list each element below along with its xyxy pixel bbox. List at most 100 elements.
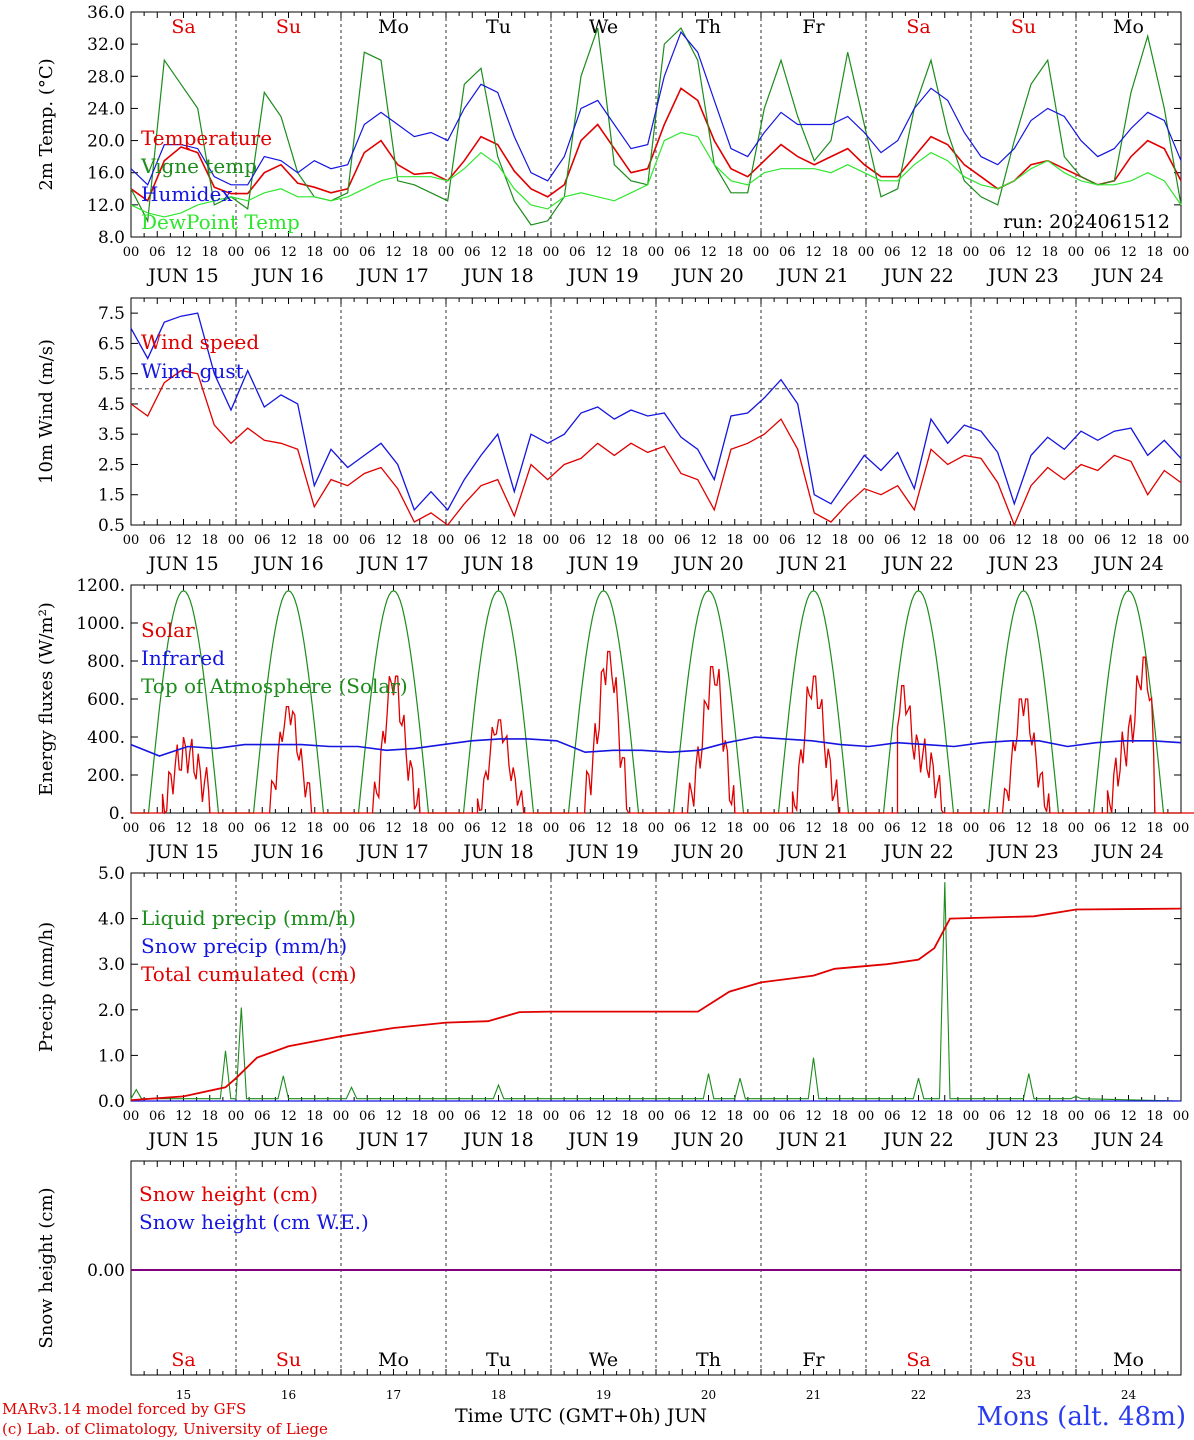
hour-label: 00: [648, 245, 665, 260]
hour-label: 00: [858, 245, 875, 260]
hour-label: 12: [595, 245, 612, 260]
y-tick-label: 7.5: [98, 304, 125, 324]
hour-label: 06: [884, 1109, 901, 1124]
day-number: 19: [596, 1388, 611, 1402]
hour-label: 12: [700, 1109, 717, 1124]
hour-label: 00: [438, 1109, 455, 1124]
hour-label: 18: [936, 1109, 953, 1124]
y-tick-label: 4.5: [98, 395, 125, 415]
hour-label: 12: [175, 245, 192, 260]
legend-entry: DewPoint Temp: [141, 210, 300, 234]
series-line-solar: [131, 650, 1194, 815]
hour-label: 06: [254, 245, 271, 260]
hour-label: 00: [228, 1109, 245, 1124]
hour-label: 06: [884, 821, 901, 836]
hour-label: 00: [543, 245, 560, 260]
hour-label: 00: [123, 245, 140, 260]
hour-label: 00: [1068, 533, 1085, 548]
hour-label: 00: [648, 821, 665, 836]
run-annotation: run: 2024061512: [1003, 211, 1170, 233]
hour-label: 00: [333, 1109, 350, 1124]
date-label: JUN 24: [1091, 841, 1163, 863]
y-tick-label: 24.0: [87, 99, 125, 119]
series-line-1: [130, 369, 1182, 527]
hour-label: 18: [621, 245, 638, 260]
hour-label: 00: [333, 533, 350, 548]
y-tick-label: 12.0: [87, 196, 125, 216]
hour-label: 12: [1120, 821, 1137, 836]
day-abbr: Sa: [906, 16, 930, 38]
hour-label: 00: [333, 245, 350, 260]
model-credit: MARv3.14 model forced by GFS: [2, 1400, 247, 1418]
hour-label: 18: [621, 1109, 638, 1124]
day-abbr: We: [589, 16, 618, 38]
plot-frame: [130, 11, 1182, 238]
day-abbr: Su: [276, 16, 301, 38]
hour-label: 06: [359, 821, 376, 836]
hour-label: 06: [989, 245, 1006, 260]
hour-label: 00: [438, 245, 455, 260]
y-tick-label: 3.0: [98, 955, 125, 975]
hour-label: 00: [123, 533, 140, 548]
day-number: 18: [491, 1388, 506, 1402]
date-label: JUN 24: [1091, 553, 1163, 575]
day-number: 23: [1016, 1388, 1031, 1402]
hour-label: 06: [359, 1109, 376, 1124]
y-tick-label: 5.0: [98, 864, 125, 884]
hour-label: 06: [1094, 533, 1111, 548]
hour-label: 00: [648, 533, 665, 548]
hour-label: 12: [1120, 245, 1137, 260]
date-label: JUN 24: [1091, 1129, 1163, 1151]
date-label: JUN 16: [251, 553, 323, 575]
y-tick-label: 16.0: [87, 164, 125, 184]
hour-label: 06: [149, 533, 166, 548]
date-label: JUN 21: [776, 265, 848, 287]
hour-label: 00: [963, 1109, 980, 1124]
day-number: 17: [386, 1388, 401, 1402]
hour-label: 00: [228, 533, 245, 548]
date-label: JUN 16: [251, 1129, 323, 1151]
hour-label: 18: [831, 245, 848, 260]
y-tick-label: 36.0: [87, 3, 125, 23]
hour-label: 06: [1094, 1109, 1111, 1124]
hour-label: 18: [1041, 245, 1058, 260]
hour-label: 00: [1173, 821, 1190, 836]
hour-label: 00: [858, 821, 875, 836]
hour-label: 12: [175, 1109, 192, 1124]
hour-label: 00: [753, 533, 770, 548]
date-label: JUN 18: [461, 1129, 533, 1151]
date-label: JUN 20: [671, 265, 743, 287]
hour-label: 18: [1041, 821, 1058, 836]
hour-label: 18: [831, 533, 848, 548]
day-abbr: Su: [276, 1349, 301, 1371]
y-tick-label: 4.0: [98, 910, 125, 930]
hour-label: 18: [621, 821, 638, 836]
date-label: JUN 22: [881, 265, 953, 287]
series-line-3: [130, 30, 1182, 186]
date-label: JUN 15: [146, 265, 218, 287]
hour-label: 12: [385, 1109, 402, 1124]
date-label: JUN 22: [881, 1129, 953, 1151]
hour-label: 18: [201, 1109, 218, 1124]
legend-entry: Snow precip (mm/h): [141, 934, 347, 958]
hour-label: 12: [595, 533, 612, 548]
hour-label: 00: [438, 821, 455, 836]
hour-label: 12: [175, 821, 192, 836]
date-label: JUN 23: [986, 841, 1058, 863]
hour-label: 06: [149, 1109, 166, 1124]
hour-label: 06: [569, 821, 586, 836]
date-label: JUN 19: [566, 1129, 638, 1151]
date-label: JUN 17: [356, 841, 428, 863]
y-tick-label: 8.0: [98, 228, 125, 248]
hour-label: 12: [700, 533, 717, 548]
y-tick-label: 1200.: [76, 576, 125, 596]
hour-label: 18: [306, 245, 323, 260]
hour-label: 00: [753, 1109, 770, 1124]
series-line-1: [130, 87, 1182, 203]
hour-label: 12: [385, 245, 402, 260]
hour-label: 00: [648, 1109, 665, 1124]
hour-label: 18: [516, 533, 533, 548]
hour-label: 00: [543, 533, 560, 548]
hour-label: 12: [280, 1109, 297, 1124]
hour-label: 18: [1146, 1109, 1163, 1124]
